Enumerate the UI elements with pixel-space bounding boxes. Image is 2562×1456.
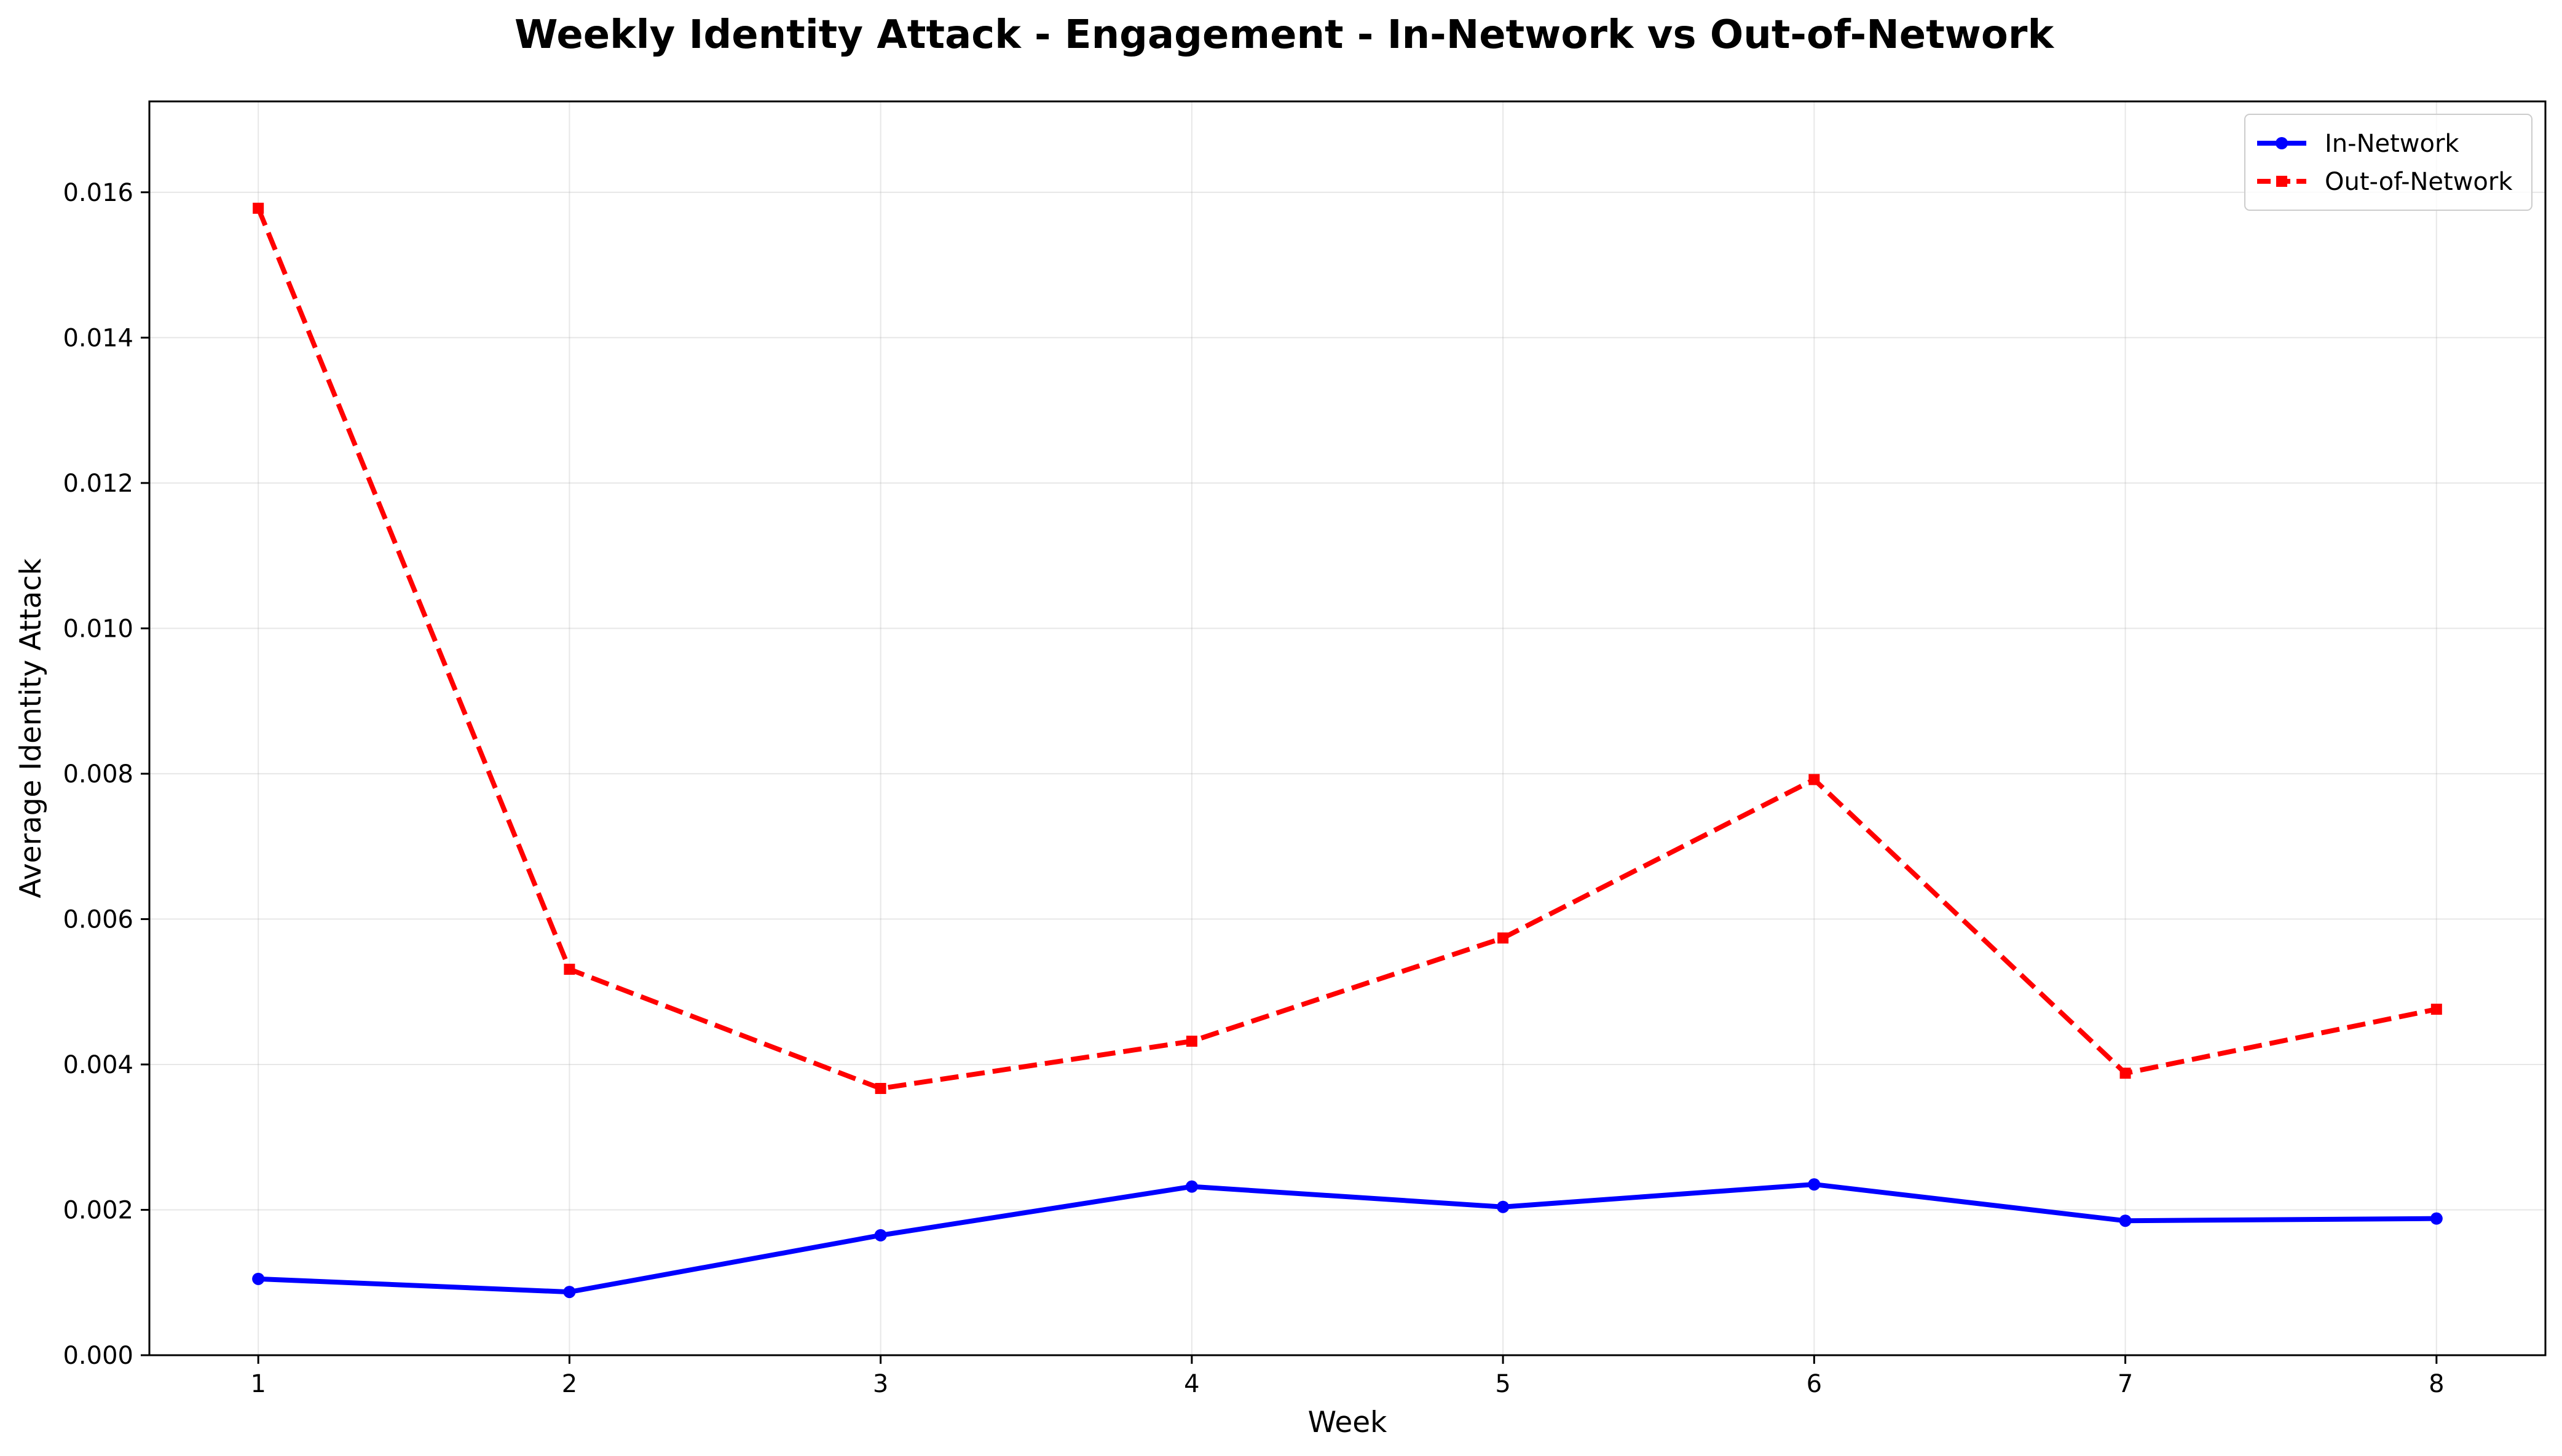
data-point-out-of-network xyxy=(2119,1068,2131,1079)
chart-title: Weekly Identity Attack - Engagement - In… xyxy=(514,12,2054,58)
data-point-in-network xyxy=(2119,1214,2132,1227)
y-tick-label: 0.004 xyxy=(63,1051,133,1079)
data-point-in-network xyxy=(252,1272,265,1285)
x-tick-label: 3 xyxy=(873,1370,888,1398)
x-tick-label: 4 xyxy=(1184,1370,1199,1398)
x-tick-label: 8 xyxy=(2429,1370,2444,1398)
data-point-in-network xyxy=(1808,1178,1821,1191)
y-tick-label: 0.014 xyxy=(63,324,133,352)
plot-frame xyxy=(148,100,2547,1356)
y-axis-label: Average Identity Attack xyxy=(14,558,48,899)
data-point-out-of-network xyxy=(253,202,264,214)
legend-label-out-of-network: Out-of-Network xyxy=(2325,168,2513,196)
data-point-out-of-network xyxy=(875,1082,886,1094)
data-point-out-of-network xyxy=(1808,774,1820,785)
x-axis-label: Week xyxy=(1308,1406,1388,1439)
data-point-in-network xyxy=(1497,1200,1510,1213)
grid-layer xyxy=(149,101,2545,1356)
data-point-out-of-network xyxy=(1497,932,1509,944)
legend-label-in-network: In-Network xyxy=(2325,130,2459,158)
y-tick-label: 0.002 xyxy=(63,1196,133,1224)
x-tick-label: 2 xyxy=(562,1370,577,1398)
data-point-out-of-network xyxy=(564,964,575,975)
y-tick-label: 0.008 xyxy=(63,760,133,789)
x-tick-label: 7 xyxy=(2118,1370,2133,1398)
legend-box xyxy=(2244,114,2532,211)
y-tick-label: 0.000 xyxy=(63,1342,133,1370)
x-tick-label: 5 xyxy=(1495,1370,1510,1398)
data-point-in-network xyxy=(2430,1212,2443,1225)
series-layer xyxy=(252,202,2443,1299)
axes-layer: 1 2 3 4 5 6 7 8 0.000 0.002 0.004 0.006 0.008 0.010 0.… xyxy=(63,179,2444,1398)
legend-marker-out-of-network xyxy=(2276,176,2287,187)
y-tick-label: 0.012 xyxy=(63,470,133,498)
y-tick-label: 0.006 xyxy=(63,905,133,934)
legend: In-Network Out-of-Network xyxy=(2244,114,2532,211)
y-tick-label: 0.016 xyxy=(63,179,133,207)
x-tick-label: 6 xyxy=(1807,1370,1822,1398)
series-line-in-network xyxy=(258,1182,2437,1295)
y-tick-label: 0.010 xyxy=(63,615,133,643)
data-point-in-network xyxy=(1185,1180,1198,1193)
data-point-in-network xyxy=(874,1229,887,1242)
series-line-out-of-network xyxy=(256,207,2437,1091)
data-point-out-of-network xyxy=(2430,1004,2442,1015)
legend-marker-in-network xyxy=(2276,137,2288,149)
data-point-in-network xyxy=(563,1286,576,1299)
data-point-out-of-network xyxy=(1186,1036,1197,1047)
x-tick-label: 1 xyxy=(250,1370,266,1398)
